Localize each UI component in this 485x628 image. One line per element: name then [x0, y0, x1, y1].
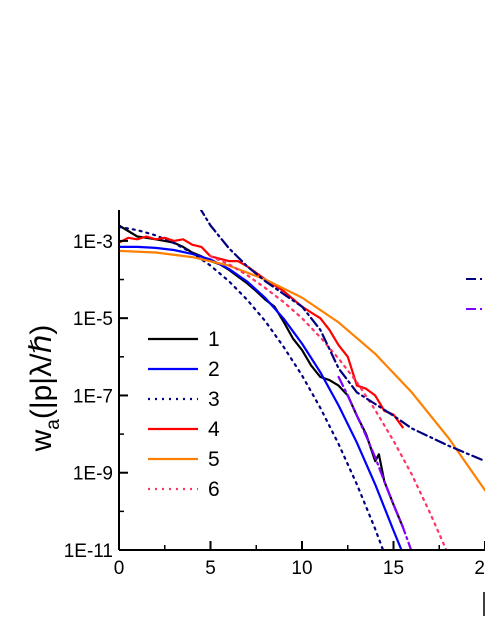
series-line-1	[119, 224, 404, 528]
legend-label-3: 3	[208, 388, 220, 411]
x-tick-label: 0	[114, 558, 125, 579]
legend-label-4: 4	[208, 418, 220, 441]
legend-label-2: 2	[208, 358, 220, 381]
legend-label-1: 1	[208, 328, 220, 351]
y-tick-label: 1E-11	[64, 541, 113, 562]
x-tick-label: 5	[205, 558, 216, 579]
series-line-4	[119, 235, 404, 429]
series-line-extra-6	[199, 210, 485, 463]
series-line-3	[119, 225, 385, 550]
series-line-6	[209, 255, 448, 550]
legend-label-5: 5	[208, 448, 220, 471]
series-line-5	[119, 249, 485, 492]
x-tick-label: 20	[474, 558, 485, 579]
y-axis-label: wa(|p|λ/ℏ)	[25, 325, 64, 453]
x-tick-label: 10	[291, 558, 312, 579]
y-tick-label: 1E-5	[73, 309, 113, 330]
legend-label-6: 6	[208, 478, 220, 501]
series-line-extra-7	[337, 375, 413, 550]
plot-area	[119, 210, 485, 550]
y-tick-label: 1E-7	[73, 386, 113, 407]
y-tick-label: 1E-9	[73, 464, 113, 485]
legend: 1 2 3 4 5 6	[148, 328, 220, 501]
axes: 1E-31E-51E-71E-91E-1105101520	[64, 210, 485, 579]
x-tick-label: 15	[383, 558, 404, 579]
y-tick-label: 1E-3	[73, 232, 113, 253]
series-line-2	[119, 245, 403, 550]
